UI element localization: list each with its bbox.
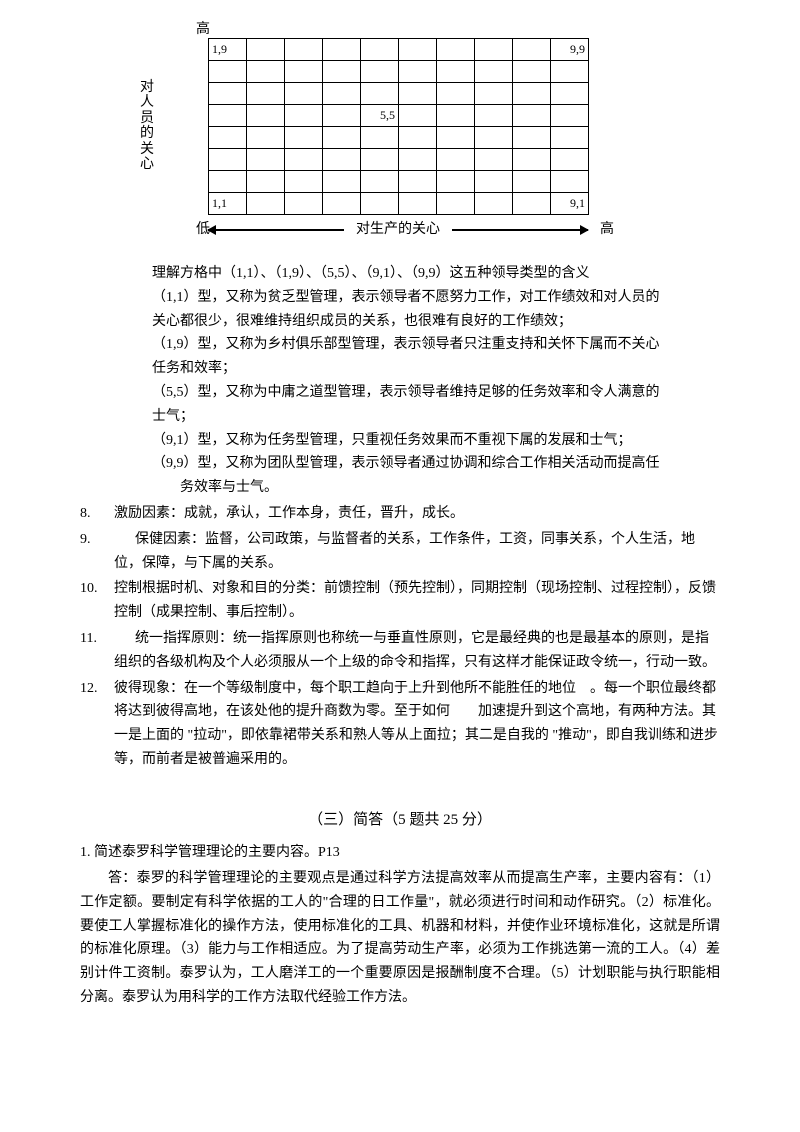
- num-11: 11.: [80, 627, 114, 675]
- item-12: 12. 彼得现象：在一个等级制度中，每个职工趋向于上升到他所不能胜任的地位 。每…: [80, 677, 720, 772]
- arrow-right-icon: [452, 229, 588, 231]
- answer-1: 答：泰罗的科学管理理论的主要观点是通过科学方法提高效率从而提高生产率，主要内容有…: [80, 867, 720, 1010]
- explain-55b: 士气；: [152, 405, 720, 429]
- explain-11b: 关心都很少，很难维持组织成员的关系，也很难有良好的工作绩效；: [152, 310, 720, 334]
- cell-11: 1,1: [209, 193, 247, 215]
- management-grid-chart: 高 对人员的关心 1,99,9 5,5 1,19,1 低 对生产的关心 高: [130, 20, 610, 250]
- explain-91: （9,1）型，又称为任务型管理，只重视任务效果而不重视下属的发展和士气；: [152, 429, 720, 453]
- section-3-title: （三）简答（5 题共 25 分）: [80, 808, 720, 834]
- x-axis: 对生产的关心: [208, 220, 588, 240]
- text-11: 统一指挥原则：统一指挥原则也称统一与垂直性原则，它是最经典的也是最基本的原则，是…: [114, 627, 720, 675]
- num-8: 8.: [80, 502, 114, 526]
- qa-block: 1. 简述泰罗科学管理理论的主要内容。P13 答：泰罗的科学管理理论的主要观点是…: [80, 841, 720, 1010]
- explain-11a: （1,1）型，又称为贫乏型管理，表示领导者不愿努力工作，对工作绩效和对人员的: [152, 286, 720, 310]
- item-10: 10. 控制根据时机、对象和目的分类：前馈控制（预先控制），同期控制（现场控制、…: [80, 577, 720, 625]
- cell-91: 9,1: [551, 193, 589, 215]
- cell-55: 5,5: [361, 105, 399, 127]
- arrow-left-icon: [208, 229, 344, 231]
- text-12: 彼得现象：在一个等级制度中，每个职工趋向于上升到他所不能胜任的地位 。每一个职位…: [114, 677, 720, 772]
- x-right-label: 高: [600, 218, 614, 242]
- cell-99: 9,9: [551, 39, 589, 61]
- numbered-list: 8. 激励因素：成就，承认，工作本身，责任，晋升，成长。 9. 保健因素：监督，…: [80, 502, 720, 772]
- text-8: 激励因素：成就，承认，工作本身，责任，晋升，成长。: [114, 502, 720, 526]
- question-1: 1. 简述泰罗科学管理理论的主要内容。P13: [80, 841, 720, 865]
- item-9: 9. 保健因素：监督，公司政策，与监督者的关系，工作条件，工资，同事关系，个人生…: [80, 528, 720, 576]
- item-11: 11. 统一指挥原则：统一指挥原则也称统一与垂直性原则，它是最经典的也是最基本的…: [80, 627, 720, 675]
- text-9: 保健因素：监督，公司政策，与监督者的关系，工作条件，工资，同事关系，个人生活，地…: [114, 528, 720, 576]
- explain-intro: 理解方格中（1,1）、（1,9）、（5,5）、（9,1）、（9,9）这五种领导类…: [152, 262, 720, 286]
- explain-99b: 务效率与士气。: [180, 476, 720, 500]
- explain-55a: （5,5）型，又称为中庸之道型管理，表示领导者维持足够的任务效率和令人满意的: [152, 381, 720, 405]
- item-8: 8. 激励因素：成就，承认，工作本身，责任，晋升，成长。: [80, 502, 720, 526]
- explain-19a: （1,9）型，又称为乡村俱乐部型管理，表示领导者只注重支持和关怀下属而不关心: [152, 333, 720, 357]
- grid-table: 1,9 9,9 5,5 1,1 9,1: [208, 38, 589, 215]
- x-axis-label: 对生产的关心: [344, 218, 452, 242]
- explain-99a: （9,9）型，又称为团队型管理，表示领导者通过协调和综合工作相关活动而提高任: [152, 452, 720, 476]
- num-9: 9.: [80, 528, 114, 576]
- num-10: 10.: [80, 577, 114, 625]
- num-12: 12.: [80, 677, 114, 772]
- explain-19b: 任务和效率；: [152, 357, 720, 381]
- y-axis-label: 对人员的关心: [140, 80, 154, 172]
- cell-19: 1,9: [209, 39, 247, 61]
- text-10: 控制根据时机、对象和目的分类：前馈控制（预先控制），同期控制（现场控制、过程控制…: [114, 577, 720, 625]
- grid-explanation: 理解方格中（1,1）、（1,9）、（5,5）、（9,1）、（9,9）这五种领导类…: [152, 262, 720, 500]
